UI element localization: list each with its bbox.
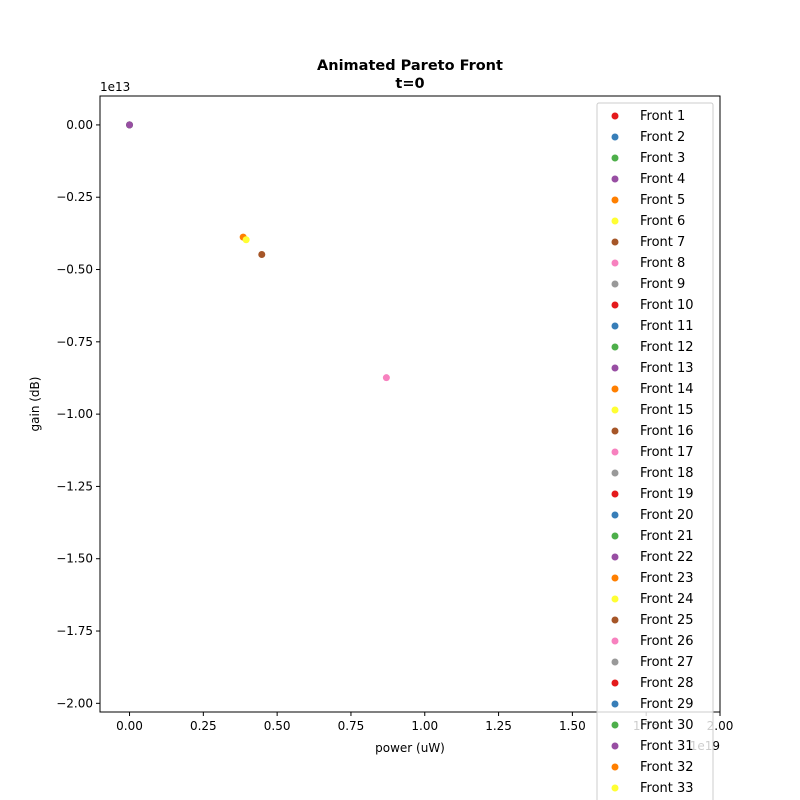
legend-label: Front 23 xyxy=(640,571,694,586)
legend-marker xyxy=(611,553,619,561)
legend-marker xyxy=(611,259,619,267)
legend-marker xyxy=(611,154,619,162)
y-axis-label: gain (dB) xyxy=(28,377,42,432)
chart-title: Animated Pareto Front xyxy=(317,58,503,74)
legend-label: Front 12 xyxy=(640,340,694,355)
legend-marker xyxy=(611,658,619,666)
legend-label: Front 8 xyxy=(640,256,685,271)
legend-marker xyxy=(611,469,619,477)
x-tick-label: 1.00 xyxy=(411,719,438,733)
legend: Front 1 Front 2 Front 3 Front 4 Front 5 Front… xyxy=(596,102,714,800)
y-tick-label: −0.50 xyxy=(56,263,93,277)
y-axis-offset-label: 1e13 xyxy=(100,80,130,94)
legend-marker xyxy=(611,448,619,456)
data-point-front-6 xyxy=(242,236,250,244)
legend-marker xyxy=(611,679,619,687)
data-point-front-4 xyxy=(126,121,134,129)
x-tick-label: 0.75 xyxy=(338,719,365,733)
legend-label: Front 32 xyxy=(640,760,694,775)
legend-label: Front 7 xyxy=(640,235,685,250)
legend-label: Front 6 xyxy=(640,214,685,229)
chart-subtitle: t=0 xyxy=(395,76,424,92)
legend-marker xyxy=(611,427,619,435)
legend-label: Front 18 xyxy=(640,466,694,481)
y-tick-label: −1.75 xyxy=(56,624,93,638)
legend-marker xyxy=(611,763,619,771)
legend-marker xyxy=(611,700,619,708)
legend-label: Front 28 xyxy=(640,676,694,691)
legend-marker xyxy=(611,406,619,414)
legend-label: Front 1 xyxy=(640,109,685,124)
legend-marker xyxy=(611,532,619,540)
x-tick-label: 0.00 xyxy=(116,719,143,733)
legend-label: Front 11 xyxy=(640,319,694,334)
legend-marker xyxy=(611,574,619,582)
legend-label: Front 25 xyxy=(640,613,694,628)
legend-marker xyxy=(611,721,619,729)
y-tick-label: −2.00 xyxy=(56,696,93,710)
legend-marker xyxy=(611,322,619,330)
x-tick-label: 0.50 xyxy=(264,719,291,733)
x-tick-label: 0.25 xyxy=(190,719,217,733)
legend-marker xyxy=(611,637,619,645)
legend-label: Front 13 xyxy=(640,361,694,376)
x-tick-label: 1.25 xyxy=(485,719,512,733)
legend-label: Front 16 xyxy=(640,424,694,439)
legend-label: Front 5 xyxy=(640,193,685,208)
legend-marker xyxy=(611,133,619,141)
legend-label: Front 2 xyxy=(640,130,685,145)
y-tick-label: −1.00 xyxy=(56,407,93,421)
x-tick-label: 1.50 xyxy=(559,719,586,733)
legend-marker xyxy=(611,490,619,498)
legend-box xyxy=(596,102,714,800)
legend-marker xyxy=(611,112,619,120)
legend-label: Front 22 xyxy=(640,550,694,565)
legend-label: Front 15 xyxy=(640,403,694,418)
legend-marker xyxy=(611,742,619,750)
legend-label: Front 31 xyxy=(640,739,694,754)
y-tick-label: −1.25 xyxy=(56,479,93,493)
legend-marker xyxy=(611,238,619,246)
y-axis-ticks: 0.00 −0.25 −0.50 −0.75 −1.00 −1.25 −1.50 −1.75 −… xyxy=(56,118,100,710)
legend-label: Front 27 xyxy=(640,655,694,670)
legend-marker xyxy=(611,784,619,792)
legend-marker xyxy=(611,175,619,183)
legend-label: Front 9 xyxy=(640,277,685,292)
legend-label: Front 17 xyxy=(640,445,694,460)
legend-label: Front 26 xyxy=(640,634,694,649)
y-tick-label: −1.50 xyxy=(56,552,93,566)
x-axis-label: power (uW) xyxy=(375,741,445,755)
axes-frame xyxy=(99,95,721,713)
legend-label: Front 30 xyxy=(640,718,694,733)
y-tick-label: −0.25 xyxy=(56,190,93,204)
legend-label: Front 21 xyxy=(640,529,694,544)
y-tick-label: −0.75 xyxy=(56,335,93,349)
legend-label: Front 14 xyxy=(640,382,694,397)
legend-label: Front 19 xyxy=(640,487,694,502)
legend-label: Front 3 xyxy=(640,151,685,166)
y-tick-label: 0.00 xyxy=(66,118,93,132)
legend-label: Front 29 xyxy=(640,697,694,712)
legend-marker xyxy=(611,280,619,288)
legend-marker xyxy=(611,217,619,225)
legend-marker xyxy=(611,196,619,204)
data-points xyxy=(126,121,390,382)
legend-label: Front 10 xyxy=(640,298,694,313)
legend-label: Front 4 xyxy=(640,172,685,187)
legend-marker xyxy=(611,301,619,309)
data-point-front-7 xyxy=(258,250,266,258)
data-point-front-8 xyxy=(382,374,390,382)
legend-label: Front 20 xyxy=(640,508,694,523)
legend-marker xyxy=(611,343,619,351)
legend-marker xyxy=(611,595,619,603)
legend-marker xyxy=(611,616,619,624)
legend-marker xyxy=(611,385,619,393)
legend-label: Front 24 xyxy=(640,592,694,607)
legend-marker xyxy=(611,364,619,372)
legend-marker xyxy=(611,511,619,519)
legend-label: Front 33 xyxy=(640,781,694,796)
